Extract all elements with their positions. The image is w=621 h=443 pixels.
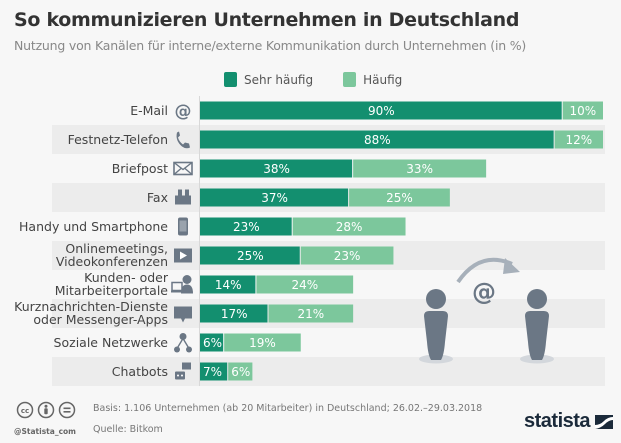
bar-sehr-haeufig	[200, 159, 353, 178]
bar-haeufig	[353, 159, 487, 178]
category-label: Chatbots	[112, 364, 168, 379]
category-label: Kurznachrichten-Dienste oder Messenger-Ap…	[14, 299, 168, 327]
data-label: 90%	[368, 104, 395, 118]
bar-sehr-haeufig	[200, 101, 562, 120]
data-label: 25%	[386, 191, 413, 205]
data-label: 23%	[334, 249, 361, 263]
footer-source: Quelle: Bitkom	[93, 424, 163, 435]
bar-sehr-haeufig	[200, 188, 349, 207]
chart-title: So kommunizieren Unternehmen in Deutschl…	[14, 9, 520, 31]
footer-basis: Basis: 1.106 Unternehmen (ab 20 Mitarbei…	[93, 403, 483, 414]
legend-label-sehr-haeufig: Sehr häufig	[244, 72, 314, 87]
nd-icon	[58, 401, 76, 419]
data-label: 19%	[249, 336, 276, 350]
row-band	[52, 357, 605, 386]
svg-text:@: @	[175, 102, 192, 122]
bar-sehr-haeufig	[200, 362, 228, 381]
chart-row: Onlinemeetings, Videokonferenzen 25% 23%	[52, 241, 605, 270]
data-label: 6%	[231, 365, 250, 379]
person-left-icon	[419, 289, 453, 364]
chart-row: E-Mail @90% 10%	[130, 101, 603, 122]
category-label: E-Mail	[130, 103, 168, 118]
bar-haeufig	[228, 362, 253, 381]
legend-label-haeufig: Häufig	[363, 72, 403, 87]
chart-row: Kurznachrichten-Dienste oder Messenger-Ap…	[14, 299, 605, 328]
category-label: Briefpost	[112, 161, 168, 176]
legend-swatch-sehr-haeufig	[224, 72, 237, 87]
bar-haeufig	[300, 246, 394, 265]
statista-logo-icon	[595, 414, 614, 429]
data-label: 14%	[215, 278, 242, 292]
legend-item-haeufig: Häufig	[343, 72, 402, 87]
bar-haeufig	[224, 333, 301, 352]
legend-swatch-haeufig	[343, 72, 357, 87]
chart-row: Soziale Netzwerke 6% 19%	[54, 333, 301, 353]
category-label: Onlinemeetings, Videokonferenzen	[56, 241, 168, 269]
at-symbol: @	[472, 278, 496, 306]
brand-name: statista	[524, 410, 591, 432]
bar-sehr-haeufig	[200, 130, 554, 149]
legend: Sehr häufig Häufig	[224, 72, 432, 87]
data-label: 6%	[203, 336, 222, 350]
data-label: 38%	[263, 162, 290, 176]
bar-sehr-haeufig	[200, 217, 292, 236]
category-label: Festnetz-Telefon	[68, 132, 168, 147]
legend-item-sehr-haeufig: Sehr häufig	[224, 72, 313, 87]
statista-logo[interactable]: statista	[524, 410, 614, 433]
by-icon	[37, 401, 55, 419]
license-icons: cc	[16, 401, 78, 423]
data-label: 23%	[233, 220, 260, 234]
statista-handle[interactable]: @Statista_com	[14, 427, 76, 436]
chart-row: Festnetz-Telefon 88% 12%	[52, 125, 605, 154]
data-label: 12%	[565, 133, 592, 147]
chart-row: Kunden- oder Mitarbeiterportale 14% 24%	[55, 270, 354, 298]
data-label: 10%	[570, 104, 597, 118]
bar-haeufig	[292, 217, 406, 236]
data-label: 28%	[336, 220, 363, 234]
person-right-icon	[520, 289, 554, 364]
video-play-icon	[174, 248, 192, 263]
data-label: 37%	[261, 191, 288, 205]
bar-haeufig	[562, 101, 603, 120]
data-label: 33%	[406, 162, 433, 176]
chart-row: Handy und Smartphone 23% 28%	[19, 217, 406, 236]
data-label: 25%	[237, 249, 264, 263]
chart-row: Briefpost 38% 33%	[112, 159, 487, 178]
chat-bubble-icon	[174, 306, 192, 323]
bar-sehr-haeufig	[200, 304, 268, 323]
bar-haeufig	[349, 188, 450, 207]
bar-haeufig	[268, 304, 354, 323]
bar-sehr-haeufig	[200, 275, 256, 294]
category-label: Fax	[147, 190, 168, 205]
arrow-head	[503, 258, 520, 274]
bar-sehr-haeufig	[200, 246, 300, 265]
bar-sehr-haeufig	[200, 333, 224, 352]
data-label: 17%	[221, 307, 248, 321]
cc-icon: cc	[16, 401, 34, 419]
chart-subtitle: Nutzung von Kanälen für interne/externe …	[14, 38, 527, 53]
data-label: 24%	[291, 278, 318, 292]
category-label: Handy und Smartphone	[19, 219, 168, 234]
chart-row: Chatbots 7% 6%	[52, 357, 605, 386]
data-label: 21%	[297, 307, 324, 321]
bar-haeufig	[554, 130, 603, 149]
at-sign-icon: @	[175, 102, 192, 122]
fax-icon	[175, 189, 191, 205]
social-network-icon	[174, 333, 192, 353]
envelope-icon	[173, 161, 193, 176]
data-label: 88%	[364, 133, 391, 147]
phone-icon	[176, 131, 190, 149]
category-label: Soziale Netzwerke	[54, 335, 169, 350]
category-label: Kunden- oder Mitarbeiterportale	[55, 270, 169, 298]
bar-haeufig	[256, 275, 354, 294]
data-label: 7%	[203, 365, 222, 379]
email-exchange-illustration: @	[419, 257, 554, 364]
chatbot-icon	[175, 362, 191, 380]
svg-text:cc: cc	[21, 407, 29, 415]
portal-user-icon	[171, 275, 193, 294]
chart-row: Fax 37% 25%	[52, 183, 605, 212]
smartphone-icon	[178, 217, 188, 236]
